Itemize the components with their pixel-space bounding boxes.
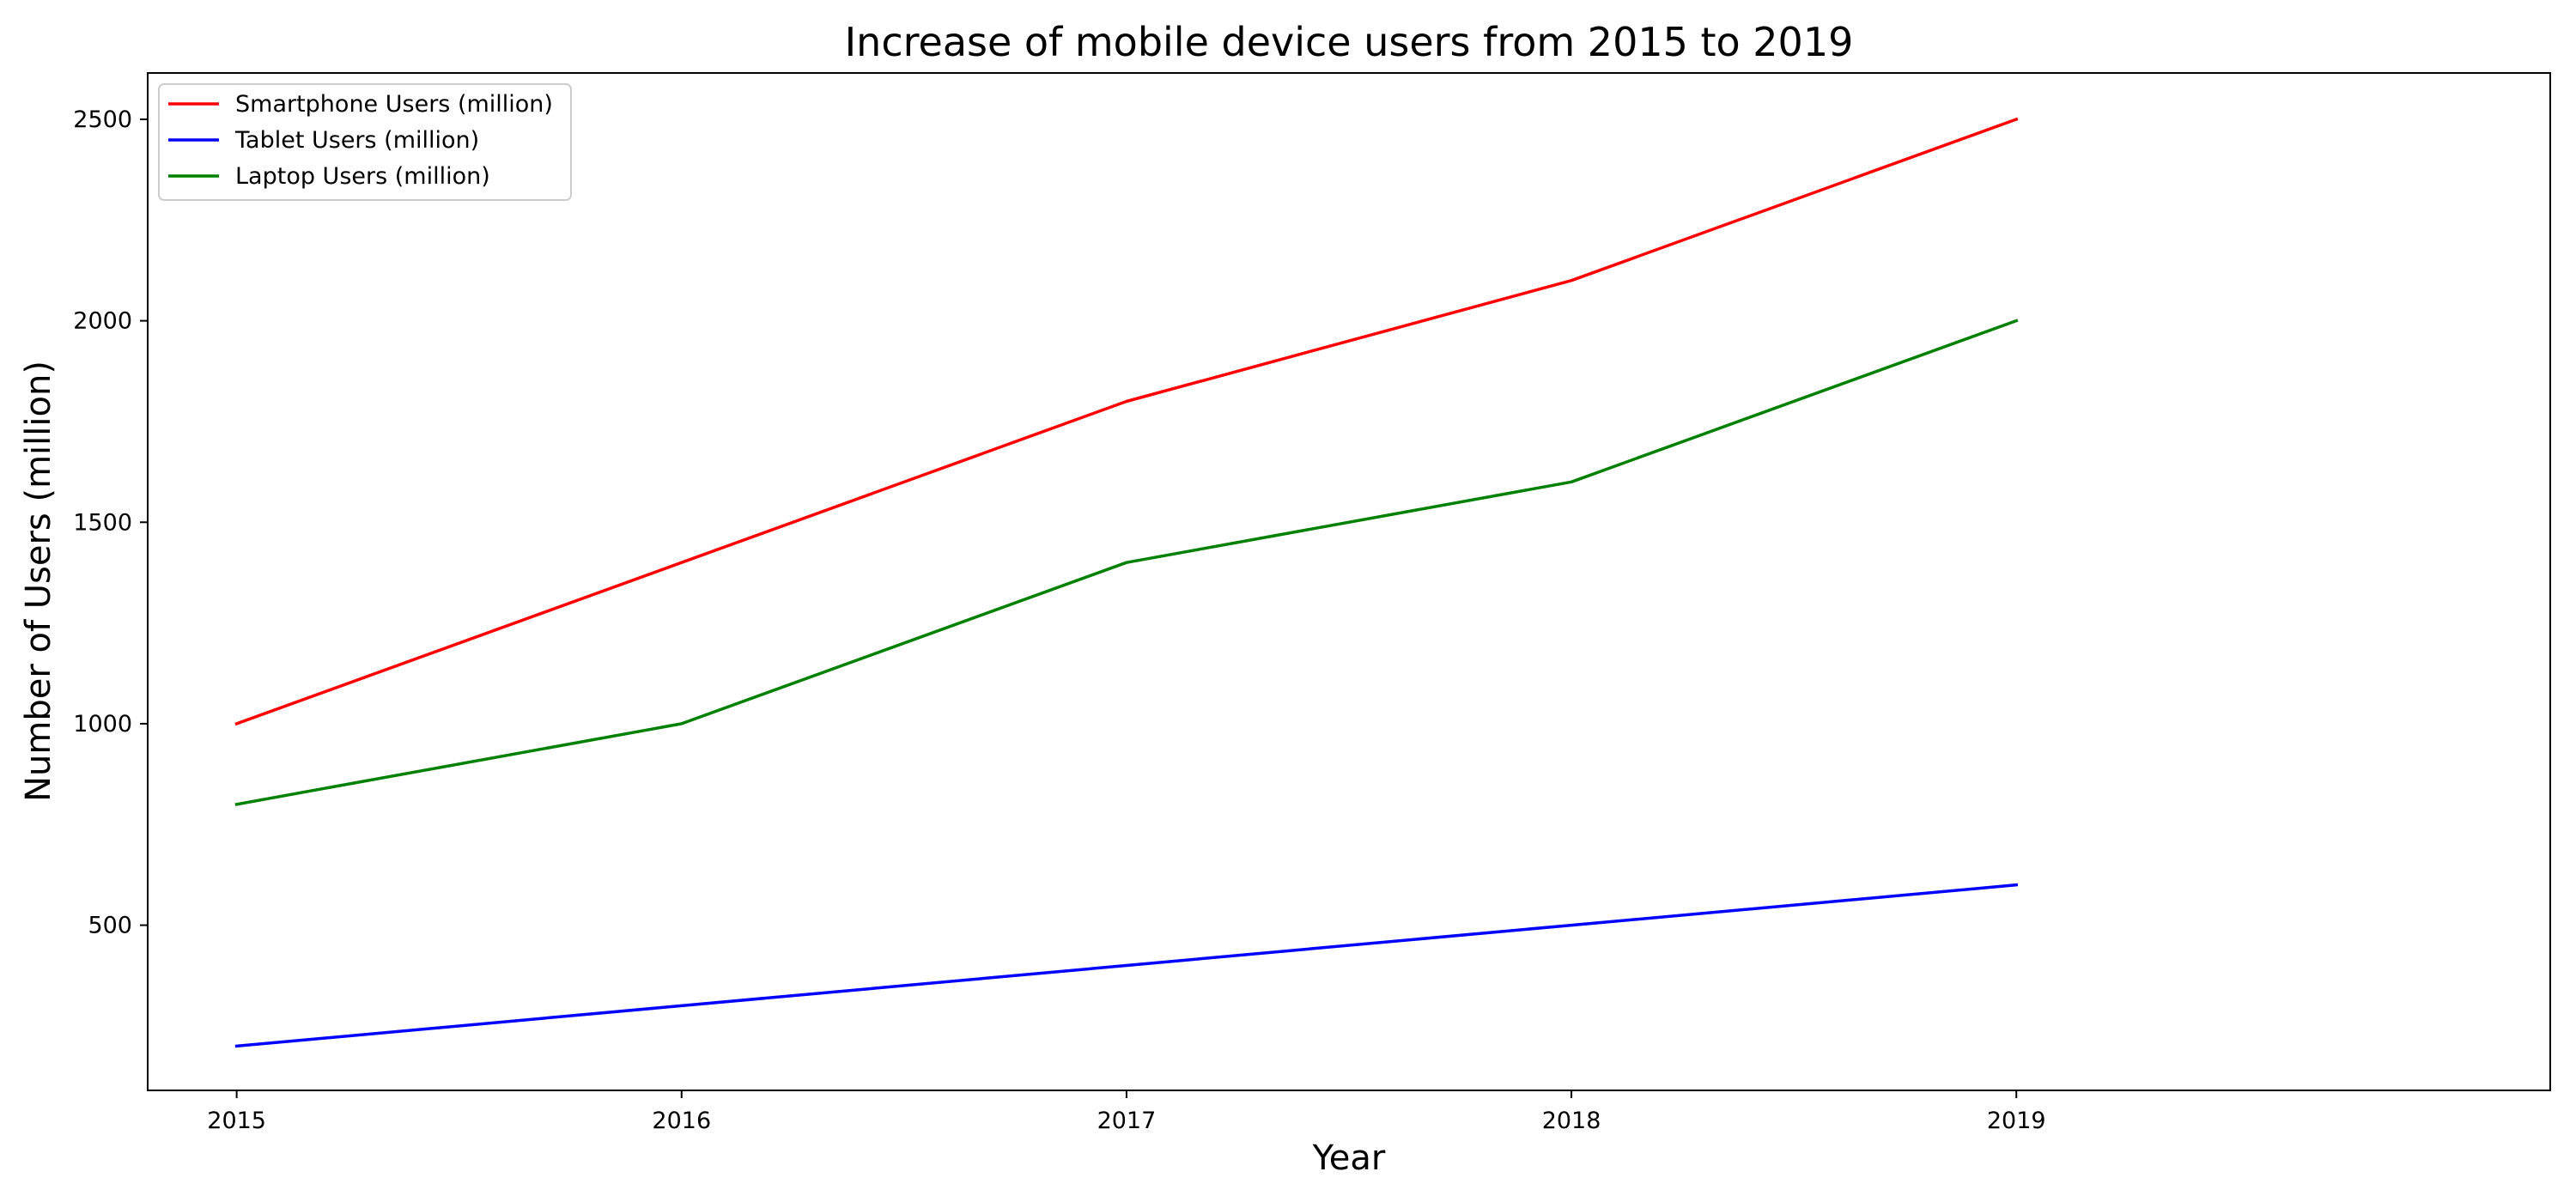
y-tick-label: 2500 xyxy=(73,106,132,133)
x-tick-label: 2016 xyxy=(652,1108,711,1134)
legend-label-1: Tablet Users (million) xyxy=(234,127,479,154)
series-line-0 xyxy=(234,117,2019,726)
plot-area xyxy=(147,72,2551,1091)
chart-title: Increase of mobile device users from 201… xyxy=(845,19,1854,65)
series-layer xyxy=(234,117,2019,1048)
y-tick-label: 1000 xyxy=(73,711,132,738)
x-tick-label: 2019 xyxy=(1987,1108,2046,1134)
legend: Smartphone Users (million) Tablet Users (… xyxy=(158,83,572,201)
legend-label-2: Laptop Users (million) xyxy=(235,163,490,190)
y-axis: 500 1000 1500 2000 2500 xyxy=(73,106,148,939)
y-axis-label: Number of Users (million) xyxy=(19,361,58,802)
y-tick-label: 1500 xyxy=(73,509,132,536)
x-axis-label: Year xyxy=(1312,1138,1386,1178)
y-tick-label: 500 xyxy=(88,913,132,939)
x-tick-label: 2017 xyxy=(1097,1108,1157,1134)
y-tick-label: 2000 xyxy=(73,308,132,335)
x-axis: 2015 2016 2017 2018 2019 xyxy=(207,1090,2046,1134)
x-tick-label: 2015 xyxy=(207,1108,266,1134)
series-line-2 xyxy=(234,319,2019,806)
series-line-1 xyxy=(234,883,2019,1048)
legend-label-0: Smartphone Users (million) xyxy=(235,91,553,118)
x-tick-label: 2018 xyxy=(1542,1108,1601,1134)
legend-box xyxy=(158,83,572,201)
